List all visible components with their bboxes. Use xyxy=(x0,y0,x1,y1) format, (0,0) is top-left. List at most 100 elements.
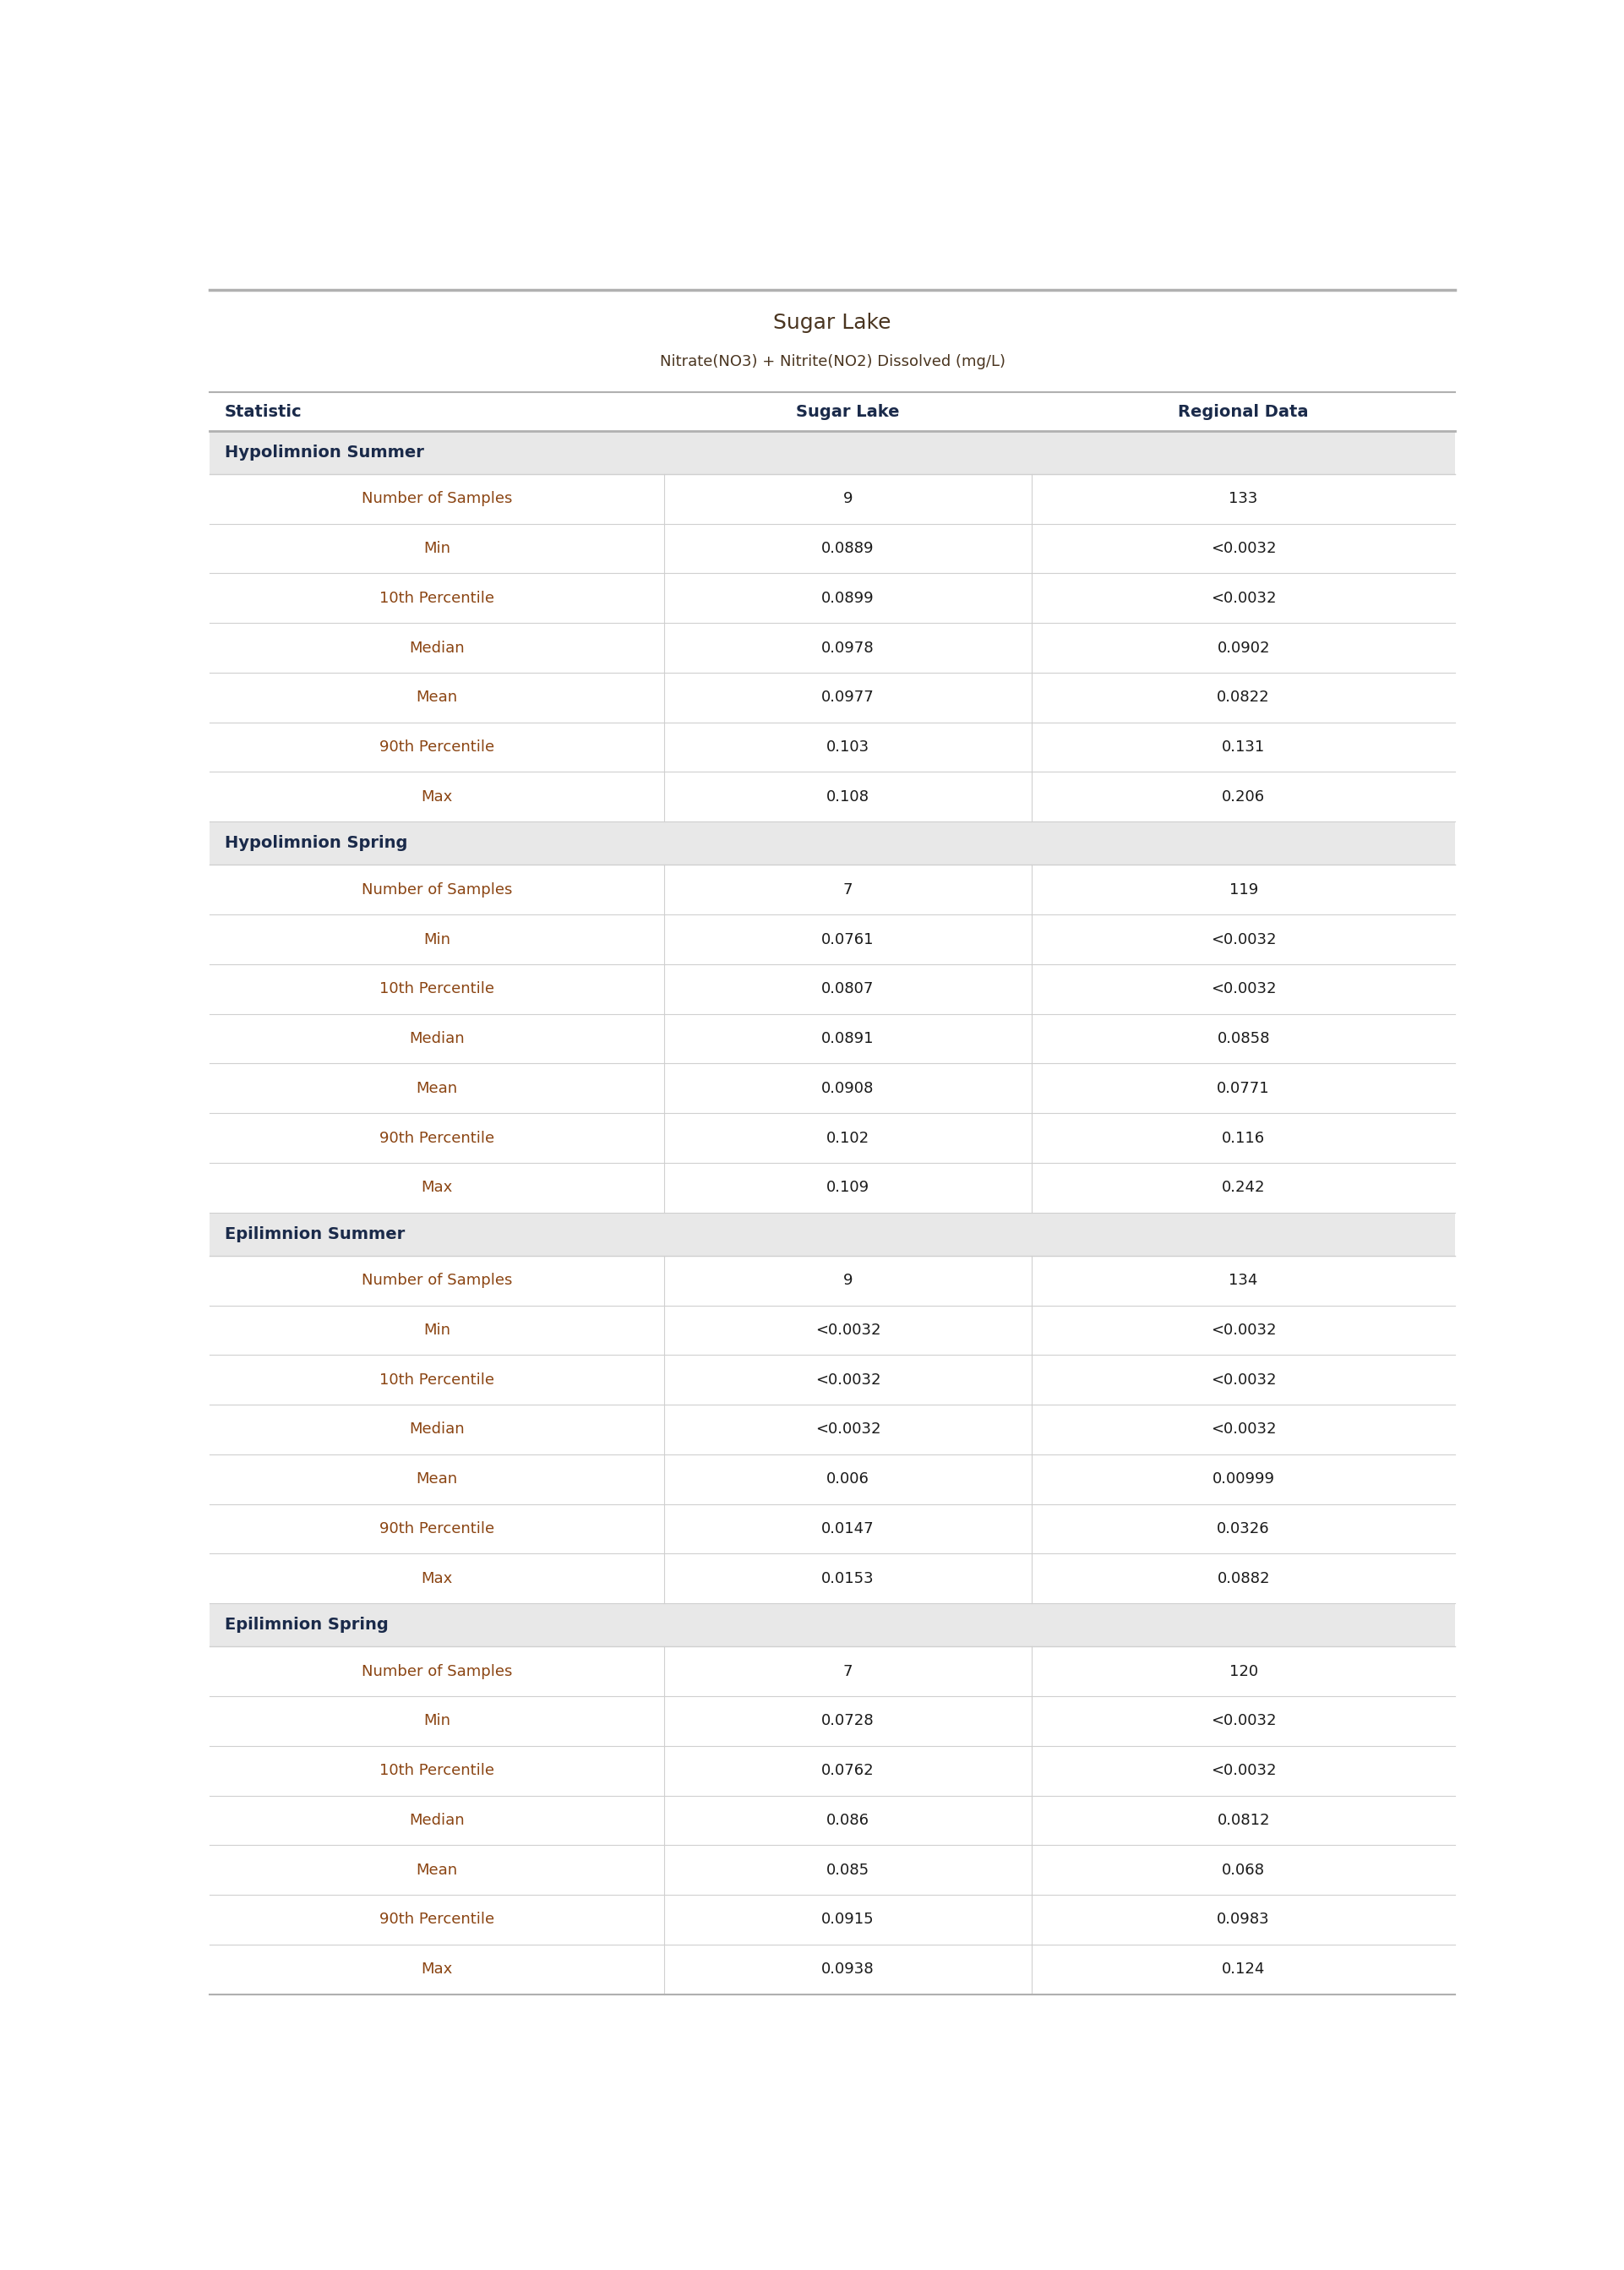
Text: 0.0822: 0.0822 xyxy=(1216,690,1270,706)
Bar xyxy=(209,1455,1455,1505)
Text: 0.0983: 0.0983 xyxy=(1216,1911,1270,1927)
Text: 0.102: 0.102 xyxy=(827,1130,869,1146)
Text: 0.116: 0.116 xyxy=(1221,1130,1265,1146)
Text: Max: Max xyxy=(421,1571,453,1587)
Text: Number of Samples: Number of Samples xyxy=(361,1664,512,1680)
Text: 7: 7 xyxy=(843,1664,853,1680)
Text: <0.0032: <0.0032 xyxy=(1212,931,1276,947)
Text: 120: 120 xyxy=(1229,1664,1259,1680)
Text: 0.0977: 0.0977 xyxy=(822,690,874,706)
Bar xyxy=(209,1846,1455,1895)
Text: Min: Min xyxy=(424,1714,450,1727)
Text: Nitrate(NO3) + Nitrite(NO2) Dissolved (mg/L): Nitrate(NO3) + Nitrite(NO2) Dissolved (m… xyxy=(659,354,1005,370)
Text: <0.0032: <0.0032 xyxy=(815,1373,880,1387)
Bar xyxy=(209,431,1455,474)
Text: 134: 134 xyxy=(1229,1273,1259,1287)
Text: 9: 9 xyxy=(843,490,853,506)
Text: 0.103: 0.103 xyxy=(827,740,869,754)
Text: Max: Max xyxy=(421,1961,453,1977)
Text: 133: 133 xyxy=(1229,490,1259,506)
Bar xyxy=(209,1746,1455,1796)
Bar xyxy=(209,574,1455,622)
Text: 0.0812: 0.0812 xyxy=(1216,1814,1270,1827)
Text: 0.086: 0.086 xyxy=(827,1814,869,1827)
Bar xyxy=(209,1796,1455,1846)
Text: 0.108: 0.108 xyxy=(827,790,869,804)
Text: Median: Median xyxy=(409,1421,464,1437)
Text: 0.0326: 0.0326 xyxy=(1216,1521,1270,1537)
Bar xyxy=(209,393,1455,431)
Bar xyxy=(209,1255,1455,1305)
Text: Epilimnion Summer: Epilimnion Summer xyxy=(224,1226,404,1242)
Text: 0.085: 0.085 xyxy=(827,1861,869,1877)
Text: Number of Samples: Number of Samples xyxy=(361,1273,512,1287)
Text: Number of Samples: Number of Samples xyxy=(361,883,512,897)
Text: 0.0858: 0.0858 xyxy=(1216,1031,1270,1046)
Text: 0.00999: 0.00999 xyxy=(1212,1471,1275,1487)
Text: <0.0032: <0.0032 xyxy=(1212,1421,1276,1437)
Bar xyxy=(209,965,1455,1015)
Text: 0.0908: 0.0908 xyxy=(822,1081,874,1096)
Text: 0.131: 0.131 xyxy=(1221,740,1265,754)
Bar xyxy=(209,291,1455,393)
Bar xyxy=(209,1603,1455,1646)
Text: Min: Min xyxy=(424,1323,450,1337)
Text: Mean: Mean xyxy=(416,1081,458,1096)
Text: <0.0032: <0.0032 xyxy=(1212,981,1276,997)
Bar xyxy=(209,1162,1455,1212)
Text: 90th Percentile: 90th Percentile xyxy=(378,740,494,754)
Text: <0.0032: <0.0032 xyxy=(815,1421,880,1437)
Text: Mean: Mean xyxy=(416,1471,458,1487)
Text: Sugar Lake: Sugar Lake xyxy=(773,313,892,334)
Text: <0.0032: <0.0032 xyxy=(1212,1714,1276,1727)
Text: 10th Percentile: 10th Percentile xyxy=(380,590,494,606)
Text: 0.0153: 0.0153 xyxy=(822,1571,874,1587)
Text: 0.0147: 0.0147 xyxy=(822,1521,874,1537)
Text: 7: 7 xyxy=(843,883,853,897)
Text: 0.242: 0.242 xyxy=(1221,1180,1265,1196)
Bar xyxy=(209,772,1455,822)
Bar xyxy=(209,1212,1455,1255)
Text: 0.0915: 0.0915 xyxy=(822,1911,874,1927)
Text: 0.0882: 0.0882 xyxy=(1216,1571,1270,1587)
Text: 0.0899: 0.0899 xyxy=(822,590,874,606)
Bar xyxy=(209,622,1455,672)
Text: 90th Percentile: 90th Percentile xyxy=(378,1130,494,1146)
Bar xyxy=(209,1405,1455,1455)
Bar xyxy=(209,1505,1455,1553)
Text: 0.0891: 0.0891 xyxy=(822,1031,874,1046)
Bar xyxy=(209,865,1455,915)
Text: Max: Max xyxy=(421,1180,453,1196)
Text: Number of Samples: Number of Samples xyxy=(361,490,512,506)
Bar xyxy=(209,1015,1455,1065)
Text: 0.0762: 0.0762 xyxy=(822,1764,874,1777)
Text: <0.0032: <0.0032 xyxy=(1212,1764,1276,1777)
Text: 0.006: 0.006 xyxy=(827,1471,869,1487)
Bar xyxy=(209,1646,1455,1696)
Text: Regional Data: Regional Data xyxy=(1177,404,1309,420)
Text: <0.0032: <0.0032 xyxy=(1212,540,1276,556)
Text: Min: Min xyxy=(424,931,450,947)
Bar xyxy=(209,1696,1455,1746)
Text: 10th Percentile: 10th Percentile xyxy=(380,981,494,997)
Text: <0.0032: <0.0032 xyxy=(1212,1373,1276,1387)
Bar xyxy=(209,1945,1455,1993)
Text: 0.0728: 0.0728 xyxy=(822,1714,874,1727)
Bar xyxy=(209,1305,1455,1355)
Text: <0.0032: <0.0032 xyxy=(815,1323,880,1337)
Bar xyxy=(209,1553,1455,1603)
Text: Hypolimnion Summer: Hypolimnion Summer xyxy=(224,445,424,461)
Text: 9: 9 xyxy=(843,1273,853,1287)
Text: Max: Max xyxy=(421,790,453,804)
Text: 0.0889: 0.0889 xyxy=(822,540,874,556)
Text: Mean: Mean xyxy=(416,1861,458,1877)
Text: 0.206: 0.206 xyxy=(1221,790,1265,804)
Text: 0.068: 0.068 xyxy=(1221,1861,1265,1877)
Text: 10th Percentile: 10th Percentile xyxy=(380,1373,494,1387)
Text: Statistic: Statistic xyxy=(224,404,302,420)
Text: 0.0807: 0.0807 xyxy=(822,981,874,997)
Text: 90th Percentile: 90th Percentile xyxy=(378,1521,494,1537)
Text: 90th Percentile: 90th Percentile xyxy=(378,1911,494,1927)
Text: <0.0032: <0.0032 xyxy=(1212,590,1276,606)
Text: Median: Median xyxy=(409,640,464,656)
